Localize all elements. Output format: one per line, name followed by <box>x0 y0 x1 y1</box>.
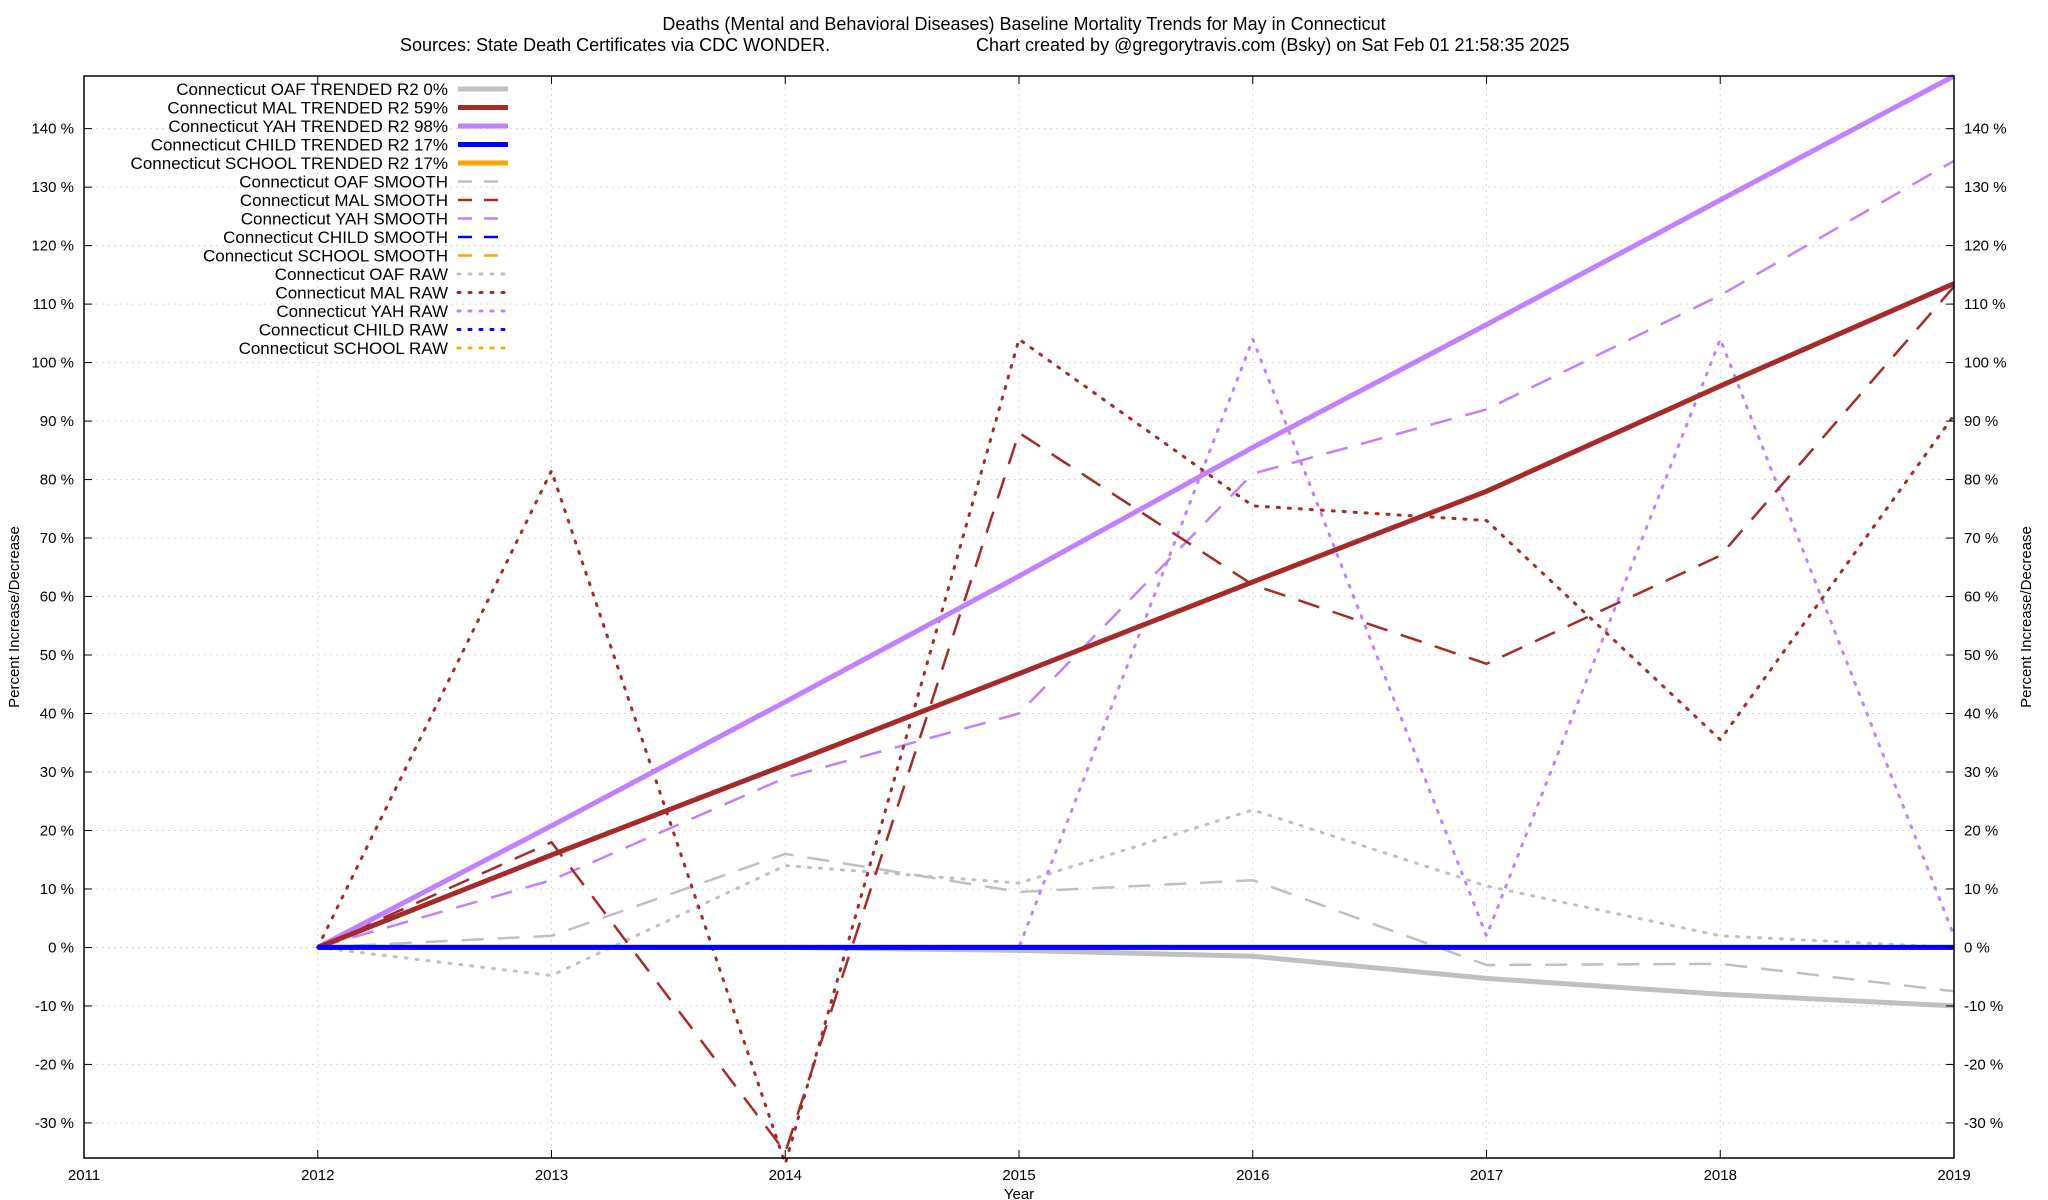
y-tick-label-left: 50 % <box>40 647 74 664</box>
chart-subtitle-left: Sources: State Death Certificates via CD… <box>400 35 830 55</box>
y-tick-label-right: 20 % <box>1964 822 1998 839</box>
y-tick-label-left: 110 % <box>33 296 74 313</box>
legend-label: Connecticut OAF SMOOTH <box>239 173 448 192</box>
y-tick-label-left: 40 % <box>40 706 74 723</box>
series-line-7 <box>317 159 1955 949</box>
series-line-10 <box>316 808 1956 977</box>
y-tick-label-right: 100 % <box>1964 355 2007 372</box>
y-tick-label-right: -20 % <box>1964 1056 2003 1073</box>
y-tick-label-left: 130 % <box>31 179 74 196</box>
y-tick-label-left: 30 % <box>40 764 74 781</box>
series-line-0 <box>317 944 1955 1009</box>
y-tick-label-left: 70 % <box>40 530 74 547</box>
y-tick-label-left: 80 % <box>40 472 74 489</box>
chart-title: Deaths (Mental and Behavioral Diseases) … <box>662 14 1385 34</box>
y-tick-label-left: 10 % <box>40 881 74 898</box>
legend-label: Connecticut CHILD RAW <box>259 321 448 340</box>
x-tick-label: 2011 <box>68 1167 100 1184</box>
legend-label: Connecticut YAH RAW <box>276 302 448 321</box>
y-tick-label-right: 120 % <box>1964 238 2007 255</box>
legend: Connecticut OAF TRENDED R2 0%Connecticut… <box>131 80 510 358</box>
legend-label: Connecticut CHILD SMOOTH <box>223 228 448 247</box>
y-tick-label-right: 10 % <box>1964 881 1998 898</box>
y-tick-label-left: 100 % <box>31 355 74 372</box>
x-tick-label: 2015 <box>1002 1167 1035 1184</box>
x-tick-label: 2014 <box>769 1167 802 1184</box>
y-tick-label-right: -10 % <box>1964 998 2003 1015</box>
series-line-6 <box>317 285 1955 1154</box>
y-tick-label-left: 60 % <box>40 589 74 606</box>
legend-label: Connecticut SCHOOL SMOOTH <box>203 247 448 266</box>
series-line-1 <box>316 281 1956 950</box>
legend-label: Connecticut YAH TRENDED R2 98% <box>168 117 448 136</box>
chart-subtitle-right: Chart created by @gregorytravis.com (Bsk… <box>976 35 1570 55</box>
series-line-5 <box>317 852 1955 993</box>
x-tick-label: 2017 <box>1470 1167 1503 1184</box>
x-tick-label: 2013 <box>535 1167 568 1184</box>
legend-label: Connecticut MAL TRENDED R2 59% <box>167 99 448 118</box>
y-tick-label-right: 130 % <box>1964 179 2007 196</box>
y-tick-label-left: 140 % <box>31 121 74 138</box>
series-line-2 <box>316 73 1956 950</box>
y-tick-label-left: 90 % <box>40 413 74 430</box>
y-tick-label-right: -30 % <box>1964 1115 2003 1132</box>
legend-label: Connecticut OAF TRENDED R2 0% <box>176 80 448 99</box>
x-axis-label: Year <box>1004 1186 1034 1200</box>
series-line-12 <box>316 337 1956 949</box>
y-tick-label-right: 30 % <box>1964 764 1998 781</box>
y-tick-label-right: 110 % <box>1964 296 2005 313</box>
y-tick-label-left: 0 % <box>48 939 74 956</box>
y-tick-label-right: 60 % <box>1964 589 1998 606</box>
y-tick-label-right: 80 % <box>1964 472 1998 489</box>
y-tick-label-left: -10 % <box>35 998 74 1015</box>
y-tick-label-right: 70 % <box>1964 530 1998 547</box>
y-tick-label-right: 0 % <box>1964 939 1990 956</box>
y-tick-label-left: -30 % <box>35 1115 74 1132</box>
legend-label: Connecticut MAL SMOOTH <box>240 191 448 210</box>
y-axis-label-left: Percent Increase/Decrease <box>6 526 23 708</box>
y-axis-ticks: 140 % 140 % 130 % 130 % 120 % 120 % 110 % 110 %… <box>31 121 2006 1132</box>
y-tick-label-right: 90 % <box>1964 413 1998 430</box>
x-axis-ticks: 2011 2012 2013 2014 2015 2016 2017 2018 2019 <box>68 76 1971 1184</box>
y-tick-label-right: 140 % <box>1964 121 2007 138</box>
y-tick-label-left: -20 % <box>35 1056 74 1073</box>
y-tick-label-left: 20 % <box>40 822 74 839</box>
x-tick-label: 2016 <box>1236 1167 1269 1184</box>
legend-label: Connecticut MAL RAW <box>275 284 448 303</box>
plot-lines <box>316 73 1956 1166</box>
legend-label: Connecticut YAH SMOOTH <box>241 210 448 229</box>
x-tick-label: 2019 <box>1937 1167 1970 1184</box>
legend-label: Connecticut CHILD TRENDED R2 17% <box>151 136 448 155</box>
legend-label: Connecticut OAF RAW <box>275 265 448 284</box>
y-tick-label-left: 120 % <box>31 238 74 255</box>
legend-label: Connecticut SCHOOL TRENDED R2 17% <box>131 154 448 173</box>
series-line-11 <box>316 337 1956 1166</box>
x-tick-label: 2012 <box>301 1167 334 1184</box>
x-tick-label: 2018 <box>1704 1167 1737 1184</box>
legend-label: Connecticut SCHOOL RAW <box>239 339 448 358</box>
y-axis-label-right: Percent Increase/Decrease <box>2018 526 2035 708</box>
y-tick-label-right: 50 % <box>1964 647 1998 664</box>
y-tick-label-right: 40 % <box>1964 706 1998 723</box>
